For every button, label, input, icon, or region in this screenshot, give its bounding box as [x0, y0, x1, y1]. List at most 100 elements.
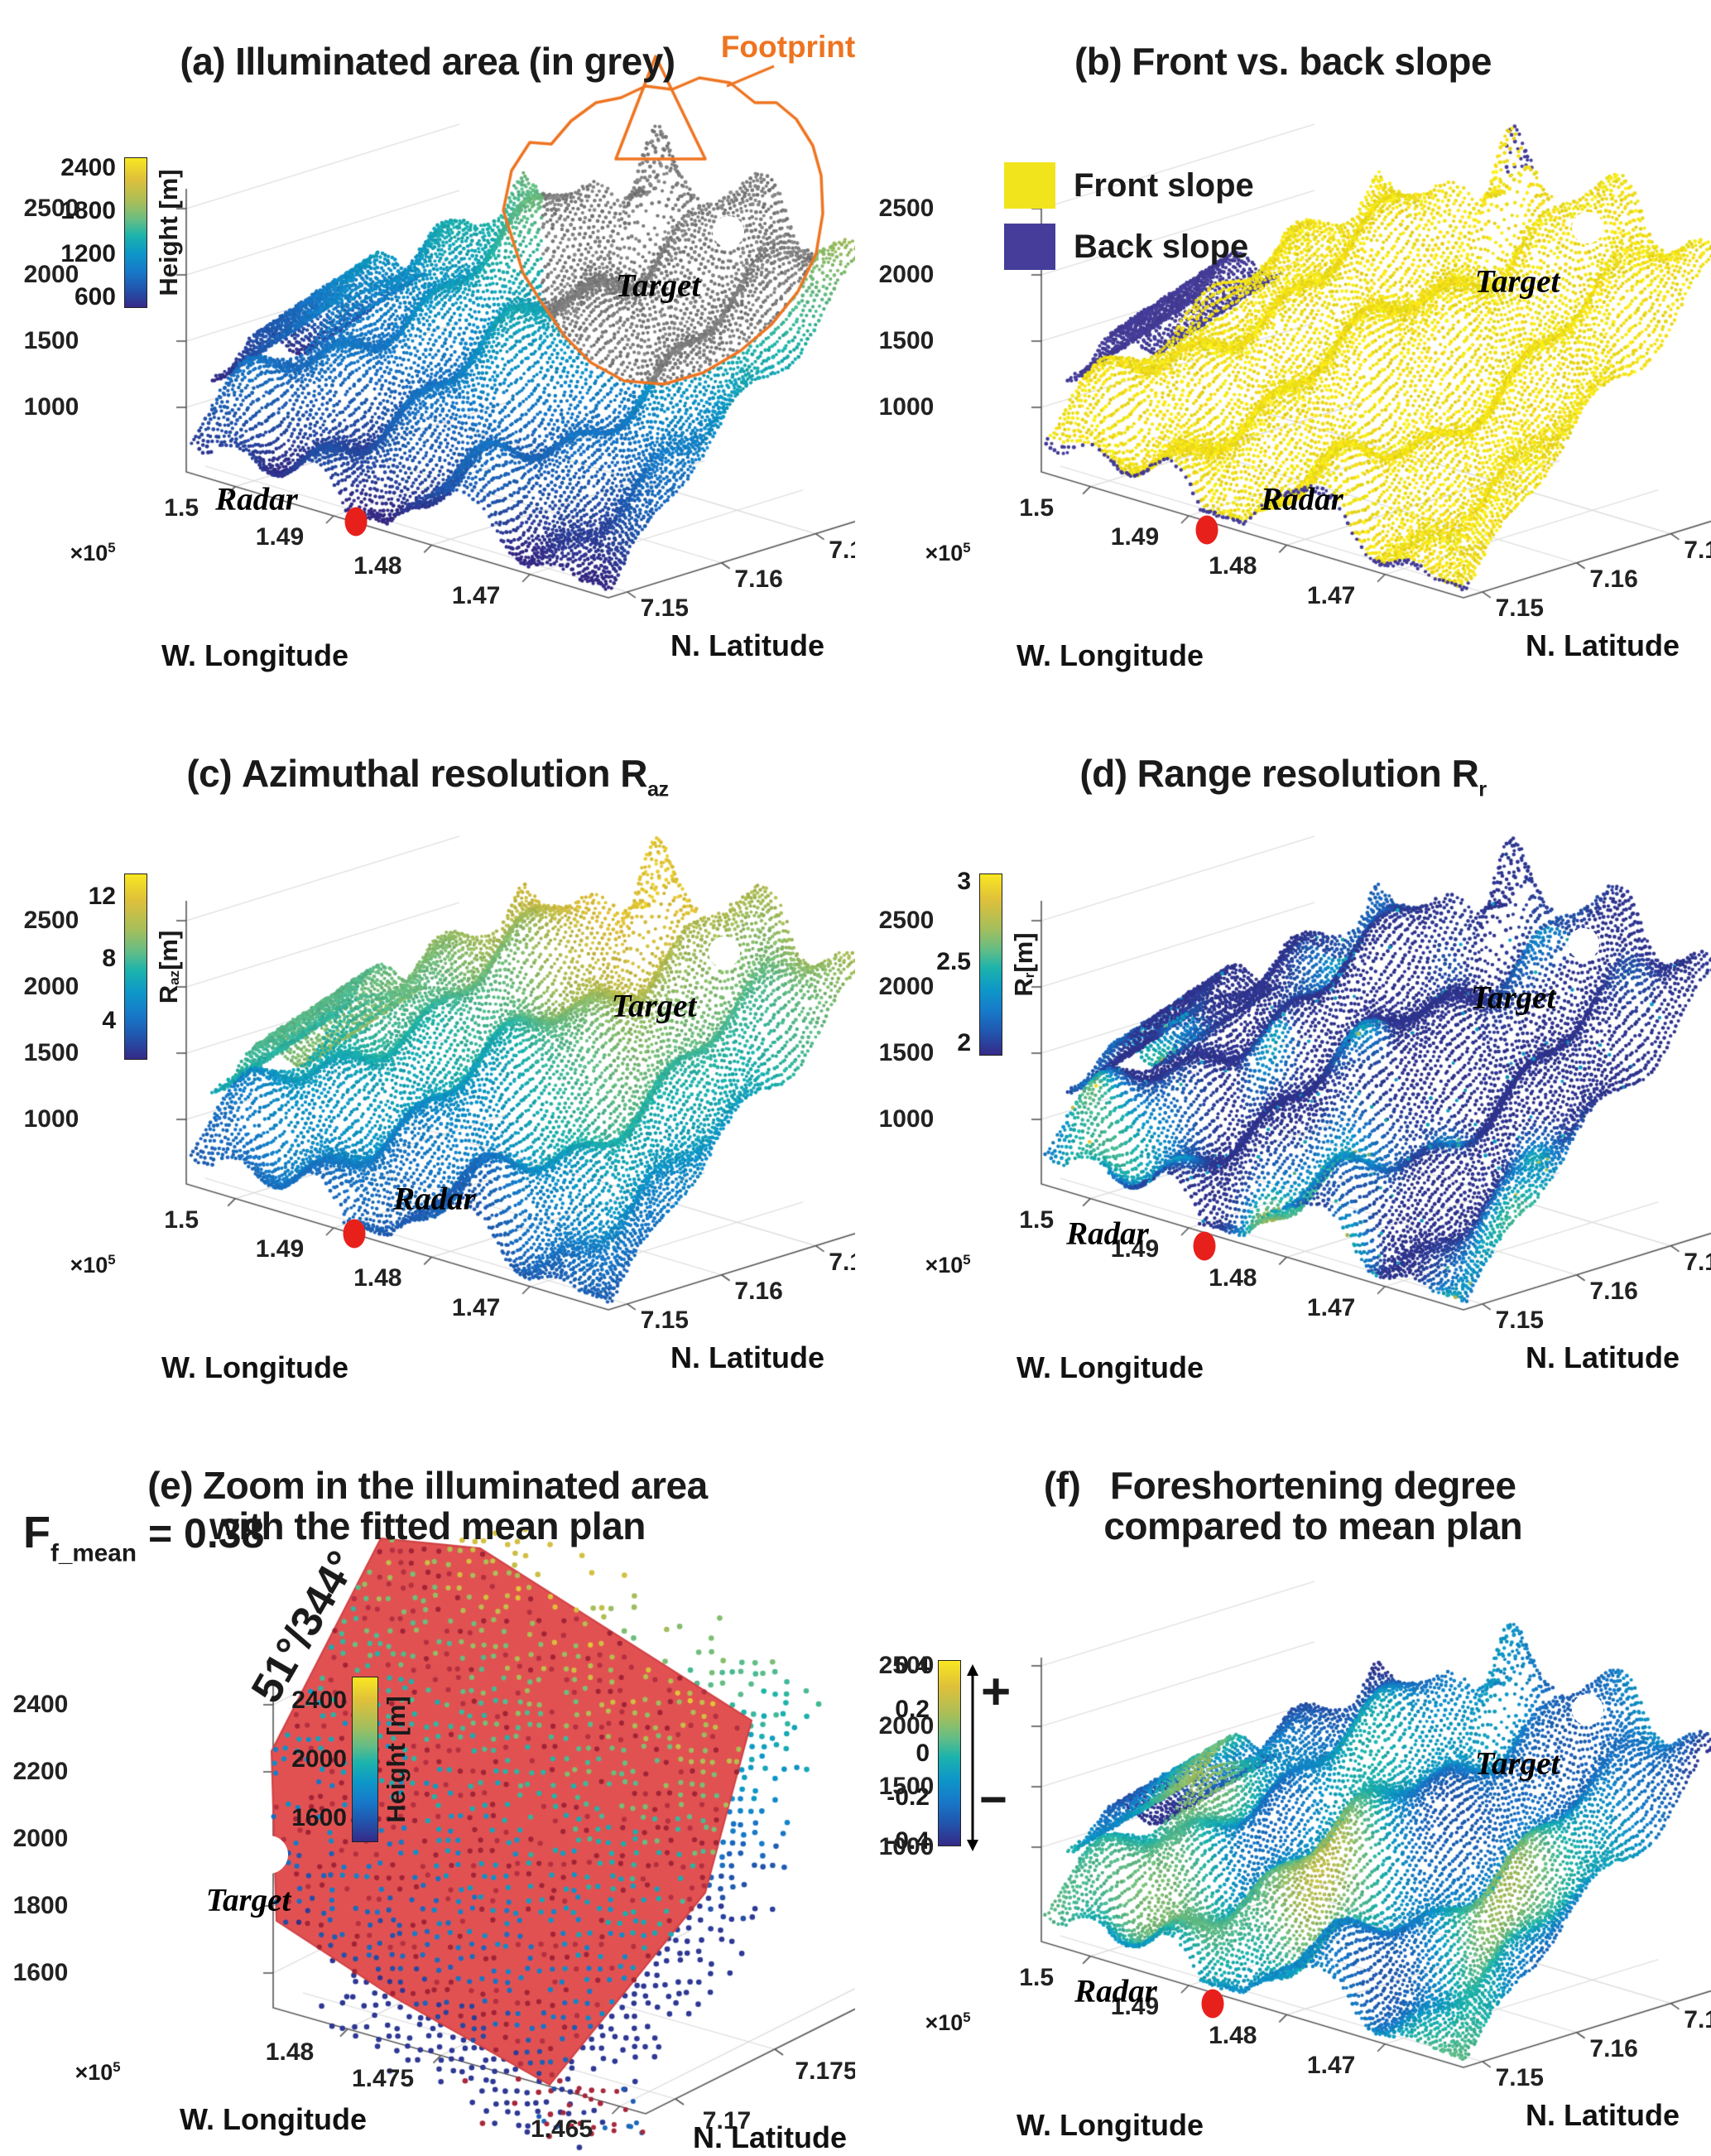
y-tick-label: 7.15 [1495, 594, 1544, 622]
colorbar-gradient [938, 1660, 961, 1846]
front-slope-label: Front slope [1074, 166, 1254, 204]
x-tick-label: 1.49 [1110, 1235, 1160, 1263]
z-tick-label: 1600 [12, 1959, 69, 1986]
y-tick-label: 7.17 [829, 1248, 855, 1276]
x-tick-label: 1.47 [451, 581, 501, 609]
panel-a-title-text: Illuminated area (in grey) [235, 40, 675, 84]
z-tick-label: 1500 [878, 327, 935, 354]
panel-d-title-text: Range resolution R [1137, 752, 1479, 796]
legend-row-front: Front slope [1004, 162, 1254, 209]
radar-marker [1201, 1989, 1224, 2019]
target-marker [1572, 1694, 1603, 1725]
x-axis-exponent: ×105 [74, 2059, 121, 2085]
panel-a-tag: (a) [180, 40, 226, 84]
target-marker [1572, 212, 1603, 243]
x-axis-label: W. Longitude [161, 1350, 348, 1384]
z-tick-label: 1000 [878, 1105, 935, 1133]
z-tick-label: 1000 [878, 393, 935, 421]
z-tick-label: 2500 [878, 907, 935, 934]
f-mean-symbol: F [23, 1508, 50, 1557]
z-tick-label: 1500 [878, 1773, 935, 1800]
radar-marker [1195, 515, 1218, 545]
target-marker [1568, 928, 1599, 960]
x-tick-label: 1.48 [1209, 1264, 1257, 1292]
f-mean-number: = 0.38 [147, 1510, 265, 1557]
target-label: Target [1474, 1745, 1560, 1782]
panel-e-plot-canvas [0, 1424, 855, 2156]
panel-e-title: (e) Zoom in the illuminated area with the … [0, 1465, 855, 1547]
radar-marker [343, 1219, 366, 1249]
panel-b-title-text: Front vs. back slope [1132, 40, 1492, 84]
z-tick-label: 2000 [878, 261, 935, 288]
front-slope-swatch [1004, 162, 1055, 209]
radar-label: Radar [1074, 1973, 1157, 2009]
y-tick-label: 7.15 [1495, 2063, 1544, 2091]
x-tick-label: 1.475 [351, 2064, 415, 2092]
x-axis-exponent: ×105 [925, 1252, 971, 1278]
radar-label: Radar [1261, 481, 1343, 517]
panel-c-tag: (c) [186, 752, 233, 796]
x-tick-label: 1.49 [1110, 1993, 1160, 2021]
y-tick-label: 7.17 [1684, 2005, 1711, 2033]
colorbar-plus-label: + [981, 1663, 1012, 1720]
target-label: Target [615, 267, 701, 304]
colorbar-minus-label: − [979, 1773, 1007, 1826]
panel-d-plot-canvas [855, 712, 1711, 1424]
x-axis-label: W. Longitude [1017, 1350, 1204, 1384]
y-tick-label: 7.15 [640, 594, 689, 622]
panel-c-title: (c) Azimuthal resolution Raz [0, 753, 855, 801]
x-tick-label: 1.5 [1019, 1963, 1055, 1991]
colorbar-tick: 0.4 [895, 1652, 930, 1679]
colorbar-label-text: R [1009, 978, 1038, 997]
colorbar-label-text: R [154, 984, 183, 1003]
panel-a-colorbar: 2400 1800 1200 600 Height [m] [60, 154, 183, 310]
panel-c-title-text: Azimuthal resolution R [242, 752, 647, 796]
x-tick-label: 1.5 [1019, 1206, 1055, 1234]
target-marker [250, 1836, 288, 1874]
x-axis-exponent: ×105 [70, 540, 116, 565]
panel-e-tag: (e) [147, 1464, 194, 1508]
x-axis-label: W. Longitude [161, 638, 348, 672]
y-tick-label: 7.16 [1589, 2034, 1638, 2062]
colorbar-label-unit: [m] [1009, 932, 1038, 973]
z-tick-label: 2000 [878, 1712, 935, 1740]
z-tick-label: 2000 [878, 973, 935, 1000]
z-tick-label: 2200 [12, 1758, 69, 1785]
panel-f-title-text: Foreshortening degree [1110, 1464, 1516, 1508]
colorbar-tick: 0 [916, 1740, 930, 1767]
panel-c-colorbar: 12 8 4 Raz[m] [89, 873, 183, 1060]
y-tick-label: 7.17 [1684, 1248, 1711, 1276]
colorbar-tick: 1200 [60, 240, 116, 267]
footprint-label: Footprint [720, 30, 855, 64]
radar-label: Radar [393, 1181, 476, 1217]
z-tick-label: 1800 [12, 1892, 69, 1919]
colorbar-tick: 2 [957, 1029, 971, 1056]
panel-d-tag: (d) [1079, 752, 1127, 796]
colorbar-tick: 2400 [291, 1687, 347, 1714]
x-tick-label: 1.49 [255, 523, 305, 551]
x-tick-label: 1.47 [1306, 2051, 1356, 2079]
colorbar-tick: 2000 [291, 1745, 347, 1773]
x-axis-label: W. Longitude [180, 2102, 367, 2136]
colorbar-label: Rr[m] [1009, 932, 1039, 996]
panel-f-tag: (f) [1043, 1464, 1081, 1508]
y-axis-label: N. Latitude [670, 1340, 824, 1374]
y-tick-label: 7.17 [1684, 536, 1711, 564]
colorbar-tick: 1600 [291, 1804, 347, 1831]
legend-row-back: Back slope [1004, 224, 1254, 270]
colorbar-label-text: Height [m] [154, 169, 183, 296]
x-tick-label: 1.48 [353, 552, 402, 580]
panel-d-title-sub: r [1478, 777, 1487, 801]
x-tick-label: 1.5 [1019, 493, 1055, 522]
panel-d-colorbar: 3 2.5 2 Rr[m] [936, 868, 1038, 1056]
colorbar-label: Height [m] [154, 169, 184, 296]
colorbar-tick: -0.4 [887, 1827, 930, 1855]
y-tick-label: 7.17 [702, 2107, 752, 2134]
x-axis-label: W. Longitude [1017, 2108, 1204, 2142]
panel-f-colorbar: 0.4 0.2 0 -0.2 -0.4 [887, 1652, 961, 1855]
x-tick-label: 1.48 [353, 1264, 402, 1292]
z-tick-label: 1000 [878, 1833, 935, 1860]
colorbar-tick: 2400 [60, 154, 116, 181]
x-tick-label: 1.5 [164, 1206, 199, 1234]
